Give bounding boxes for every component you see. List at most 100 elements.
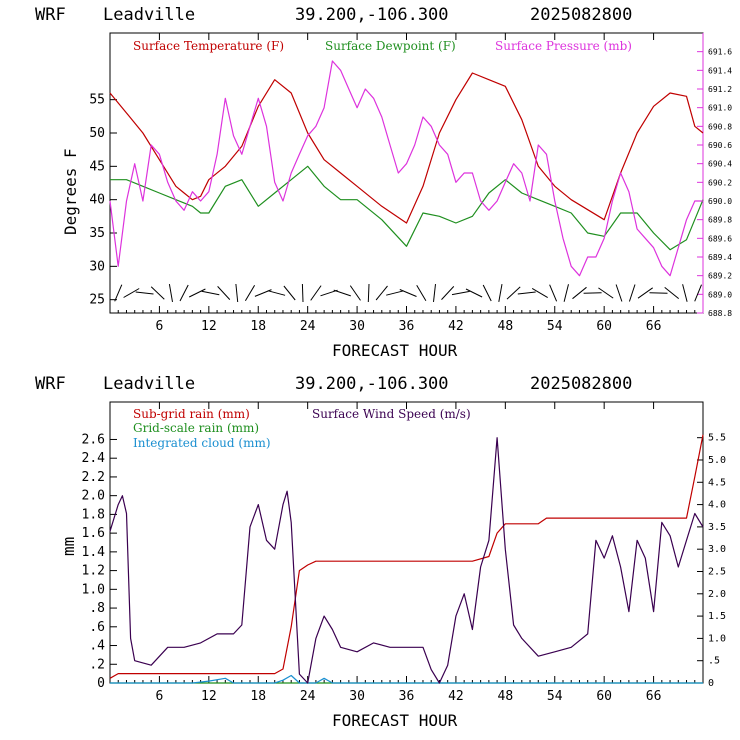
panel1-y2tick-label: 690.6	[708, 141, 732, 150]
panel1-xtick-label: 66	[646, 319, 662, 334]
wind-barb	[498, 284, 503, 302]
wind-barb	[168, 284, 173, 302]
panel1-xtick-label: 36	[399, 319, 415, 334]
wind-barb	[549, 284, 558, 302]
surface-wind-speed-m-s-line	[109, 437, 704, 684]
wind-barb	[367, 283, 370, 303]
panel1-ytick-label: 30	[89, 259, 105, 274]
panel1-y2tick-label: 688.8	[708, 309, 732, 318]
panel2-ytick-label: 1.6	[82, 526, 105, 541]
wind-barb	[123, 288, 140, 298]
wind-barb	[150, 286, 165, 300]
panel2-ytick-label: 1.8	[82, 507, 105, 522]
panel2-xtick-label: 36	[399, 689, 415, 704]
panel2-y2tick-label: 4.5	[708, 477, 726, 488]
wind-barb	[179, 284, 189, 302]
panel1-ylabel: Degrees F	[61, 148, 80, 235]
panel1-y2tick-label: 689.2	[708, 272, 732, 281]
integrated-cloud-mm-line	[110, 674, 703, 684]
panel1-y2tick-label: 689.6	[708, 234, 732, 243]
panel1-ytick-label: 25	[89, 293, 105, 308]
legend-gridscale-rain: Grid-scale rain (mm)	[133, 421, 259, 435]
panel1-ytick-label: 35	[89, 226, 105, 241]
panel2-xtick-label: 60	[596, 689, 612, 704]
panel1-xtick-label: 12	[201, 319, 217, 334]
wind-barb	[399, 289, 417, 297]
panel1-xlabel: FORECAST HOUR	[332, 341, 458, 360]
wind-barb	[441, 286, 455, 300]
wind-barb	[572, 286, 587, 300]
panel1-y2tick-label: 689.4	[708, 253, 732, 262]
wind-barb	[201, 290, 220, 296]
panel1-ytick-label: 55	[89, 93, 105, 108]
wind-barb	[563, 284, 569, 302]
panel2-ytick-label: 1.2	[82, 564, 105, 579]
panel2-xlabel: FORECAST HOUR	[332, 711, 458, 730]
panel1-y2tick-label: 690.2	[708, 178, 732, 187]
wind-barb	[114, 284, 123, 302]
panel2-xtick-label: 30	[349, 689, 365, 704]
wind-barb	[235, 283, 239, 303]
panel1-y2tick-label: 690.0	[708, 197, 732, 206]
wind-barb	[531, 287, 548, 299]
wind-barb	[517, 291, 536, 295]
panel2-ytick-label: 2.2	[82, 470, 105, 485]
panel2-y2tick-label: 4.0	[708, 500, 726, 511]
panel2-y2tick-label: 5.0	[708, 455, 726, 466]
wind-barb	[637, 287, 653, 299]
panel1-ytick-label: 40	[89, 193, 105, 208]
panel2-ytick-label: 1.4	[82, 545, 106, 560]
panel2-y2tick-label: 2.5	[708, 566, 726, 577]
panel2-header-date: 2025082800	[530, 374, 632, 394]
panel2-ylabel: mm	[59, 537, 78, 556]
surface-dewpoint-f-line	[110, 165, 704, 251]
wind-barb	[682, 284, 688, 302]
wind-barb	[583, 292, 602, 294]
panel2-ytick-label: 1.0	[82, 582, 105, 597]
panel2-xtick-label: 6	[156, 689, 164, 704]
wind-barb	[664, 287, 680, 299]
panel1-y2tick-label: 690.4	[708, 160, 732, 169]
panel1-header-coords: 39.200,-106.300	[295, 5, 449, 25]
wind-barb	[349, 285, 361, 301]
panel2-xtick-label: 24	[300, 689, 316, 704]
panel2-ytick-label: .6	[89, 620, 105, 635]
panel2-y2tick-label: 0	[708, 678, 714, 689]
panel2-ytick-label: 2.4	[82, 451, 106, 466]
wind-barb	[506, 286, 521, 300]
wind-barb	[375, 285, 388, 301]
panel2-xtick-label: 18	[250, 689, 266, 704]
panel2-y2tick-label: 5.5	[708, 433, 726, 444]
panel1-xtick-label: 6	[156, 319, 164, 334]
panel1-xtick-label: 42	[448, 319, 464, 334]
panel1-xtick-label: 24	[300, 319, 316, 334]
panel1-y2tick-label: 691.6	[708, 48, 732, 57]
surface-temperature-f-line	[109, 72, 704, 224]
panel2-xtick-label: 12	[201, 689, 217, 704]
wind-barb	[451, 290, 470, 296]
wind-barb	[244, 285, 256, 301]
wind-barb	[310, 285, 322, 301]
legend-pressure: Surface Pressure (mb)	[495, 39, 632, 53]
wind-barb	[628, 284, 636, 302]
panel1-y2tick-label: 690.8	[708, 122, 732, 131]
wind-barb	[217, 286, 231, 300]
panel2-ytick-label: 2.6	[82, 432, 105, 447]
panel2-ytick-label: 0	[97, 676, 105, 691]
panel2-header-model: WRF	[35, 374, 66, 394]
panel1-header-date: 2025082800	[530, 5, 632, 25]
panel1-y2tick-label: 691.2	[708, 85, 732, 94]
wind-barb	[465, 288, 483, 298]
wind-barb	[416, 285, 427, 301]
sub-grid-rain-mm-line	[109, 434, 704, 679]
panel1-header-site: Leadville	[103, 5, 195, 25]
wind-barb	[598, 287, 614, 299]
panel2-header-site: Leadville	[103, 374, 195, 394]
panel2-y2tick-label: 3.0	[708, 544, 726, 555]
panel2-ytick-label: 2.0	[82, 489, 105, 504]
panel1-xtick-label: 48	[498, 319, 514, 334]
wind-barb	[649, 292, 668, 294]
panel1-ytick-label: 50	[89, 126, 105, 141]
panel1-header-model: WRF	[35, 5, 66, 25]
